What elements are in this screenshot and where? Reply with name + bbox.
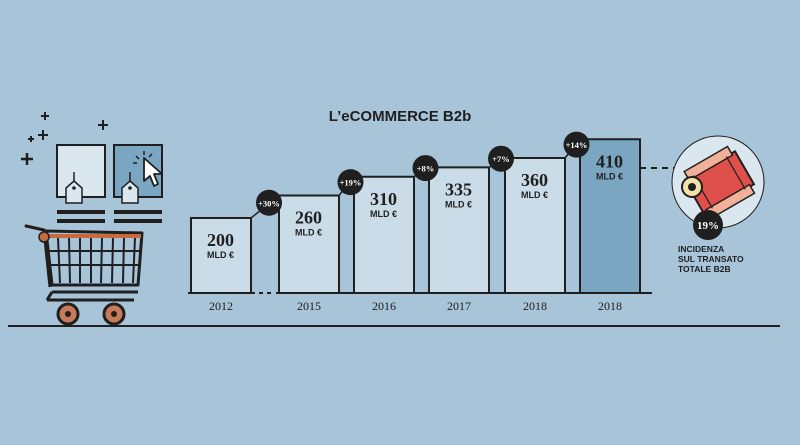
value-label: 335 bbox=[445, 179, 472, 199]
percent-badge bbox=[693, 210, 723, 240]
x-tick-label: 2015 bbox=[297, 299, 321, 313]
plus-icon bbox=[41, 112, 49, 120]
product-card-bar bbox=[57, 219, 105, 223]
value-label: 200 bbox=[207, 230, 234, 250]
growth-label: +14% bbox=[566, 140, 588, 150]
cursor-icon bbox=[133, 151, 163, 187]
chart-title: L’eCOMMERCE B2b bbox=[328, 108, 472, 125]
side-note-line: INCIDENZA bbox=[678, 244, 725, 254]
price-tag-icon bbox=[65, 172, 83, 204]
product-card-bar bbox=[57, 210, 105, 214]
x-tick-label: 2012 bbox=[209, 299, 233, 313]
unit-label: MLD € bbox=[445, 199, 472, 209]
unit-label: MLD € bbox=[207, 250, 234, 260]
bar bbox=[504, 157, 566, 294]
value-label: 360 bbox=[521, 170, 548, 190]
growth-label: +30% bbox=[258, 198, 280, 208]
x-tick-label: 2016 bbox=[372, 299, 396, 313]
side-note-line: SUL TRANSATO bbox=[678, 254, 744, 264]
growth-badge bbox=[412, 155, 439, 182]
unit-label: MLD € bbox=[295, 228, 322, 238]
value-label: 260 bbox=[295, 208, 322, 228]
growth-badge bbox=[488, 145, 514, 172]
growth-label: +8% bbox=[417, 164, 435, 174]
side-note-line: TOTALE B2b bbox=[678, 264, 731, 274]
x-tick-label: 2018 bbox=[523, 299, 547, 313]
pie-icon bbox=[671, 135, 765, 229]
growth-badge bbox=[563, 131, 590, 158]
bar bbox=[278, 194, 340, 294]
bar bbox=[353, 175, 415, 294]
product-card-bar bbox=[114, 210, 162, 214]
growth-label: +7% bbox=[492, 154, 510, 164]
growth-badge bbox=[337, 169, 364, 196]
plus-icon bbox=[21, 153, 33, 165]
plus-icon bbox=[98, 120, 108, 130]
bar bbox=[579, 138, 641, 294]
bar bbox=[428, 166, 490, 294]
side-note-label: INCIDENZA SUL TRANSATO TOTALE B2b bbox=[678, 244, 774, 274]
plus-icon bbox=[38, 130, 48, 140]
value-label: 410 bbox=[596, 151, 623, 171]
unit-label: MLD € bbox=[370, 209, 397, 219]
product-card-bar bbox=[114, 219, 162, 223]
bar bbox=[190, 217, 252, 294]
plus-icon bbox=[28, 136, 34, 142]
unit-label: MLD € bbox=[521, 190, 548, 200]
unit-label: MLD € bbox=[596, 171, 623, 181]
value-label: 310 bbox=[370, 189, 397, 209]
growth-label: +19% bbox=[340, 178, 362, 188]
growth-badge bbox=[256, 189, 282, 216]
shopping-cart-icon bbox=[24, 224, 144, 326]
percent-badge-text: 19% bbox=[697, 220, 719, 232]
price-tag-icon bbox=[121, 172, 139, 204]
x-tick-label: 2017 bbox=[447, 299, 471, 313]
x-tick-label: 2018 bbox=[598, 299, 622, 313]
